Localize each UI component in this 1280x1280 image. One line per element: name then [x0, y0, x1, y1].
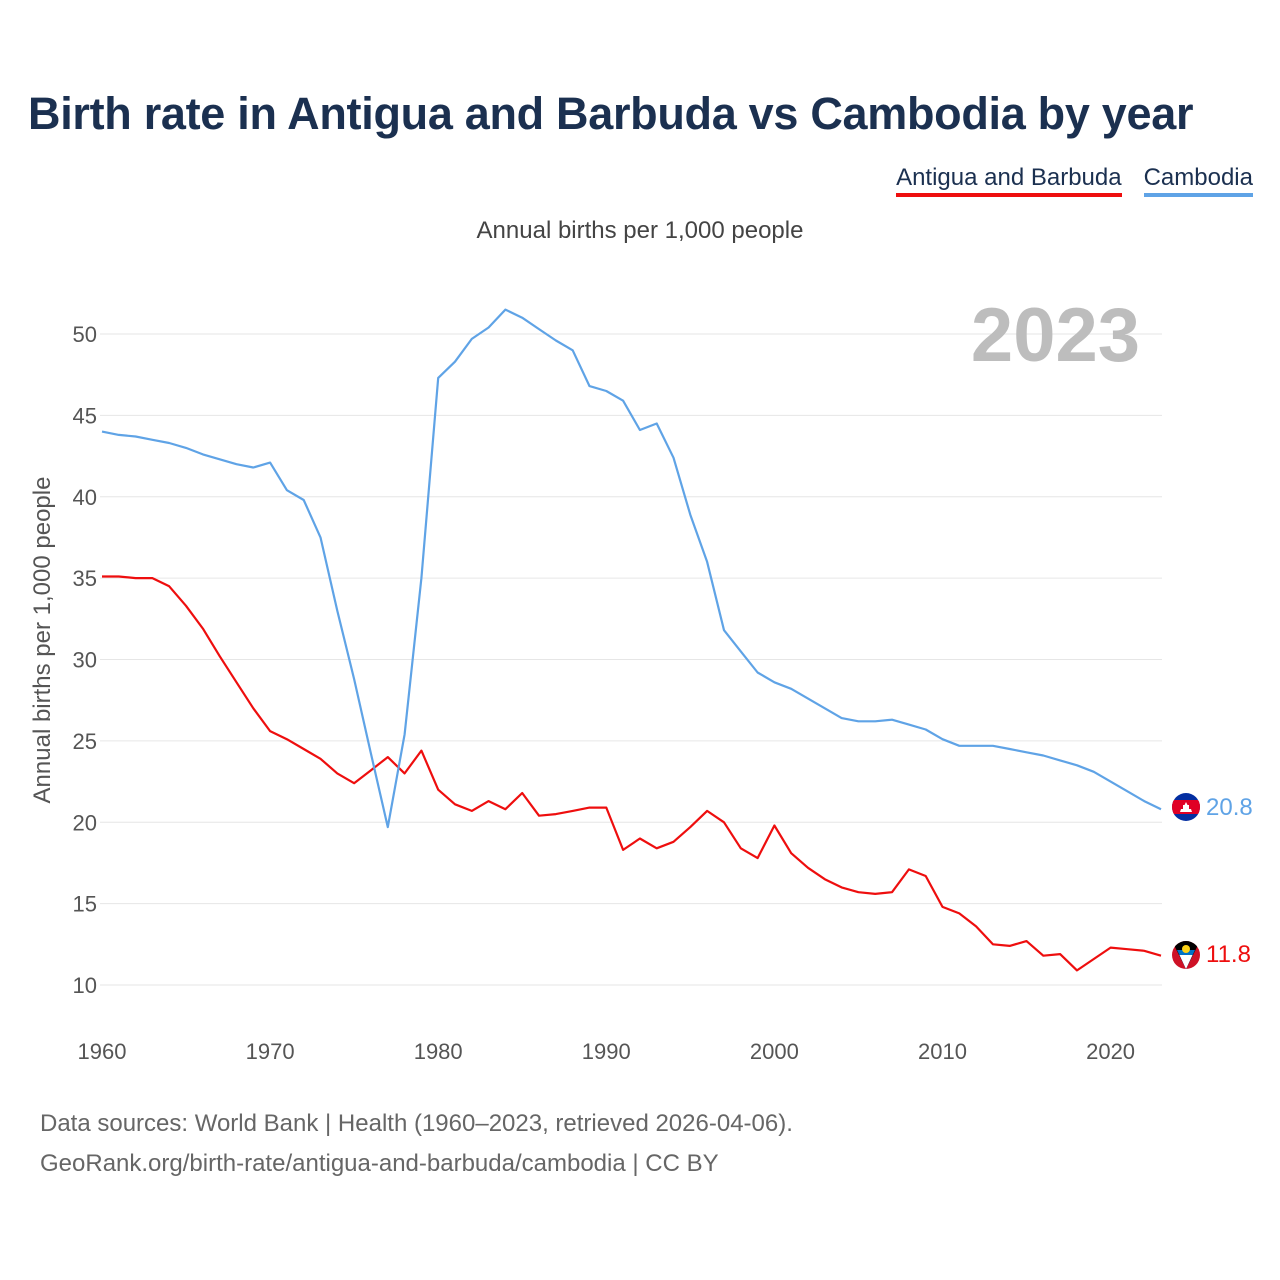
x-tick-label: 2010 — [918, 1039, 967, 1064]
y-tick-label: 50 — [73, 322, 97, 347]
legend-item-cambodia[interactable]: Cambodia — [1143, 164, 1253, 197]
antigua-end-value: 11.8 — [1206, 941, 1251, 968]
x-tick-label: 1990 — [582, 1039, 631, 1064]
x-tick-label: 1980 — [414, 1039, 463, 1064]
x-tick-label: 1970 — [246, 1039, 295, 1064]
y-axis-label: Annual births per 1,000 people — [29, 477, 56, 804]
footer: Data sources: World Bank | Health (1960–… — [40, 1104, 793, 1184]
y-tick-label: 10 — [73, 973, 97, 998]
chart-title: Birth rate in Antigua and Barbuda vs Cam… — [28, 88, 1194, 139]
y-tick-label: 15 — [73, 892, 97, 917]
footer-link[interactable]: GeoRank.org/birth-rate/antigua-and-barbu… — [40, 1150, 719, 1177]
y-tick-label: 25 — [73, 729, 97, 754]
chart-subtitle: Annual births per 1,000 people — [476, 217, 804, 244]
legend-item-antigua-and-barbuda[interactable]: Antigua and Barbuda — [896, 164, 1122, 197]
y-tick-label: 30 — [73, 648, 97, 673]
y-tick-label: 40 — [73, 485, 97, 510]
antigua-and-barbuda-flag-icon — [1171, 940, 1201, 970]
series-line-antigua-and-barbuda[interactable] — [102, 575, 1162, 972]
cambodia-end-value: 20.8 — [1206, 794, 1253, 821]
x-tick-label: 2000 — [750, 1039, 799, 1064]
x-tick-label: 1960 — [78, 1039, 127, 1064]
series-line-cambodia[interactable] — [101, 308, 1162, 829]
x-tick-label: 2020 — [1086, 1039, 1135, 1064]
y-tick-label: 45 — [73, 403, 97, 428]
footer-sources: Data sources: World Bank | Health (1960–… — [40, 1110, 793, 1137]
y-tick-label: 35 — [73, 566, 97, 591]
year-label: 2023 — [970, 293, 1140, 378]
y-tick-label: 20 — [73, 810, 97, 835]
legend: Antigua and Barbuda Cambodia — [896, 164, 1253, 197]
cambodia-flag-icon — [1171, 792, 1201, 822]
